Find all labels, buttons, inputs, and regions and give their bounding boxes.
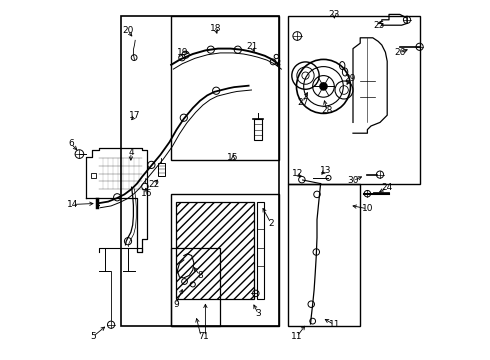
Bar: [171, 194, 279, 326]
Bar: [176, 202, 254, 299]
Text: 29: 29: [345, 74, 356, 83]
Text: 20: 20: [122, 26, 133, 35]
Text: 24: 24: [382, 184, 393, 192]
Bar: [158, 163, 165, 176]
Text: 22: 22: [148, 180, 160, 189]
Text: 10: 10: [362, 204, 373, 213]
Text: 1: 1: [202, 332, 208, 341]
Text: 21: 21: [246, 42, 258, 51]
Text: 30: 30: [347, 176, 359, 185]
Text: 16: 16: [141, 189, 153, 198]
Text: 8: 8: [197, 271, 203, 280]
Circle shape: [320, 83, 327, 90]
Text: 17: 17: [129, 111, 141, 120]
Bar: [288, 184, 360, 326]
Text: 9: 9: [173, 300, 179, 309]
Text: 28: 28: [321, 107, 333, 115]
Bar: [171, 16, 279, 160]
Text: 11: 11: [291, 332, 303, 341]
Text: 26: 26: [394, 49, 406, 57]
Bar: [254, 119, 262, 140]
Text: 7: 7: [198, 332, 204, 341]
Text: 2: 2: [268, 219, 274, 228]
Text: 6: 6: [68, 139, 74, 148]
Text: 18: 18: [210, 24, 221, 33]
Text: 15: 15: [227, 153, 239, 162]
Bar: [121, 16, 279, 326]
Text: 27: 27: [297, 98, 308, 107]
Bar: [288, 16, 419, 184]
Bar: [257, 202, 265, 299]
Text: 19: 19: [177, 49, 189, 57]
Bar: [91, 173, 97, 178]
Bar: [171, 248, 220, 326]
Text: 13: 13: [320, 166, 331, 175]
Text: 11: 11: [328, 320, 340, 329]
Text: 14: 14: [67, 200, 78, 209]
Text: 4: 4: [128, 148, 134, 157]
Text: 5: 5: [90, 332, 96, 341]
Text: 3: 3: [255, 309, 261, 318]
Text: 12: 12: [292, 169, 303, 178]
Text: 23: 23: [329, 10, 340, 19]
Text: 25: 25: [373, 21, 385, 30]
